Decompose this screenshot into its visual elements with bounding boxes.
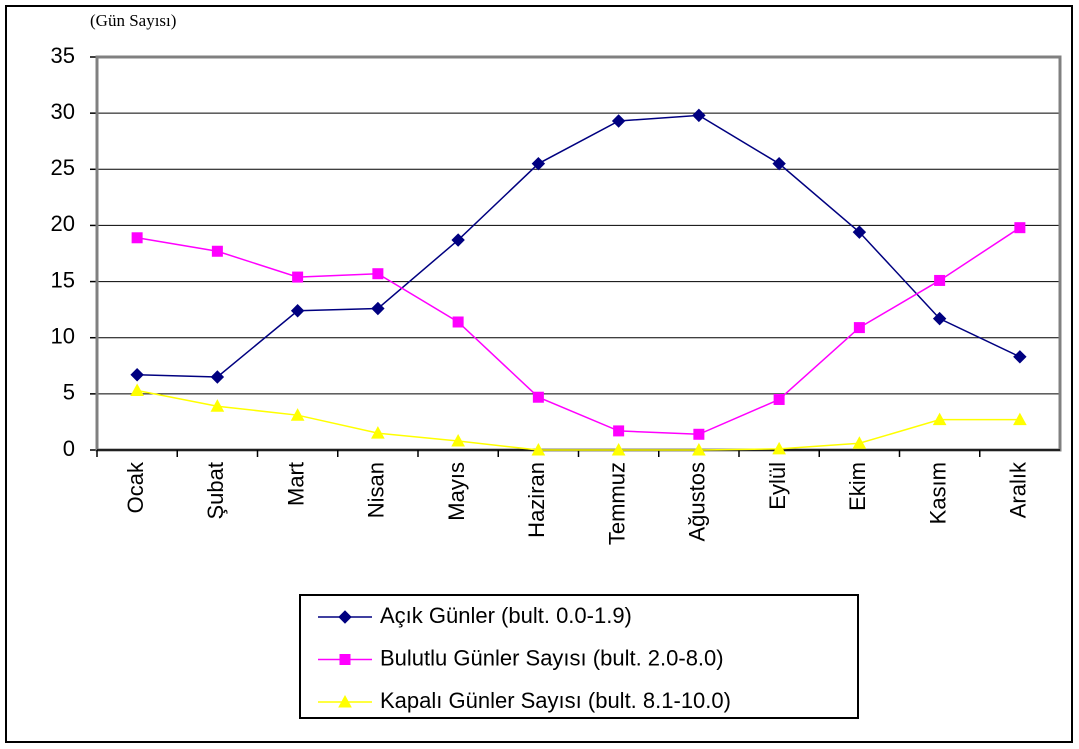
marker bbox=[772, 156, 786, 171]
marker bbox=[130, 368, 144, 382]
marker bbox=[611, 114, 626, 128]
marker bbox=[532, 391, 544, 403]
x-tick-label: Nisan bbox=[364, 462, 389, 518]
marker bbox=[531, 442, 546, 456]
marker bbox=[371, 426, 385, 439]
marker bbox=[1013, 350, 1027, 364]
legend bbox=[299, 594, 859, 719]
y-tick-label: 30 bbox=[51, 99, 75, 124]
y-axis-label: (Gün Sayısı) bbox=[90, 11, 176, 30]
y-tick-label: 35 bbox=[51, 43, 75, 68]
x-tick-label: Mayıs bbox=[444, 462, 469, 521]
marker bbox=[372, 268, 384, 280]
marker bbox=[290, 408, 305, 421]
marker bbox=[1014, 222, 1026, 234]
marker bbox=[853, 322, 865, 334]
marker bbox=[934, 274, 946, 286]
x-tick-label: Haziran bbox=[524, 462, 549, 538]
marker bbox=[693, 428, 705, 440]
y-tick-label: 10 bbox=[51, 324, 75, 349]
series-line bbox=[136, 389, 1020, 451]
marker bbox=[290, 304, 305, 318]
marker bbox=[531, 156, 546, 171]
marker bbox=[451, 233, 465, 247]
y-tick-label: 5 bbox=[63, 380, 75, 405]
series-line bbox=[137, 227, 1021, 436]
x-tick-label: Eylül bbox=[765, 462, 790, 510]
marker bbox=[211, 245, 223, 257]
marker bbox=[692, 442, 706, 456]
x-tick-label: Mart bbox=[283, 462, 308, 506]
marker bbox=[130, 383, 144, 396]
marker bbox=[371, 301, 385, 316]
marker bbox=[210, 370, 225, 384]
x-tick-label: Ekim bbox=[845, 462, 870, 511]
x-tick-label: Ağustos bbox=[685, 462, 710, 542]
x-tick-label: Ocak bbox=[123, 461, 148, 513]
marker bbox=[611, 442, 626, 456]
x-tick-label: Şubat bbox=[203, 462, 228, 520]
y-tick-label: 15 bbox=[51, 267, 75, 292]
legend-marker bbox=[338, 694, 352, 708]
legend-label: Açık Günler (bult. 0.0-1.9) bbox=[380, 603, 632, 628]
legend-label: Bulutlu Günler Sayısı (bult. 2.0-8.0) bbox=[380, 645, 724, 670]
marker bbox=[932, 412, 947, 426]
marker bbox=[772, 441, 786, 455]
y-tick-label: 20 bbox=[51, 211, 75, 236]
marker bbox=[932, 311, 947, 326]
marker bbox=[131, 232, 143, 244]
marker bbox=[210, 399, 225, 412]
plot-area bbox=[97, 57, 1060, 450]
marker bbox=[852, 225, 867, 239]
marker bbox=[773, 393, 785, 405]
y-tick-label: 0 bbox=[63, 436, 75, 461]
marker bbox=[1013, 412, 1027, 426]
x-tick-label: Temmuz bbox=[604, 462, 629, 545]
marker bbox=[452, 316, 464, 328]
legend-marker bbox=[338, 610, 352, 624]
marker bbox=[451, 433, 465, 447]
x-tick-label: Aralık bbox=[1006, 461, 1031, 518]
marker bbox=[292, 271, 304, 283]
marker bbox=[692, 108, 706, 123]
marker bbox=[613, 425, 625, 437]
x-tick-label: Kasım bbox=[925, 462, 950, 524]
legend-label: Kapalı Günler Sayısı (bult. 8.1-10.0) bbox=[380, 688, 731, 713]
series-line bbox=[137, 114, 1021, 378]
marker bbox=[852, 436, 867, 449]
legend-marker bbox=[339, 654, 351, 665]
y-tick-label: 25 bbox=[51, 155, 75, 180]
